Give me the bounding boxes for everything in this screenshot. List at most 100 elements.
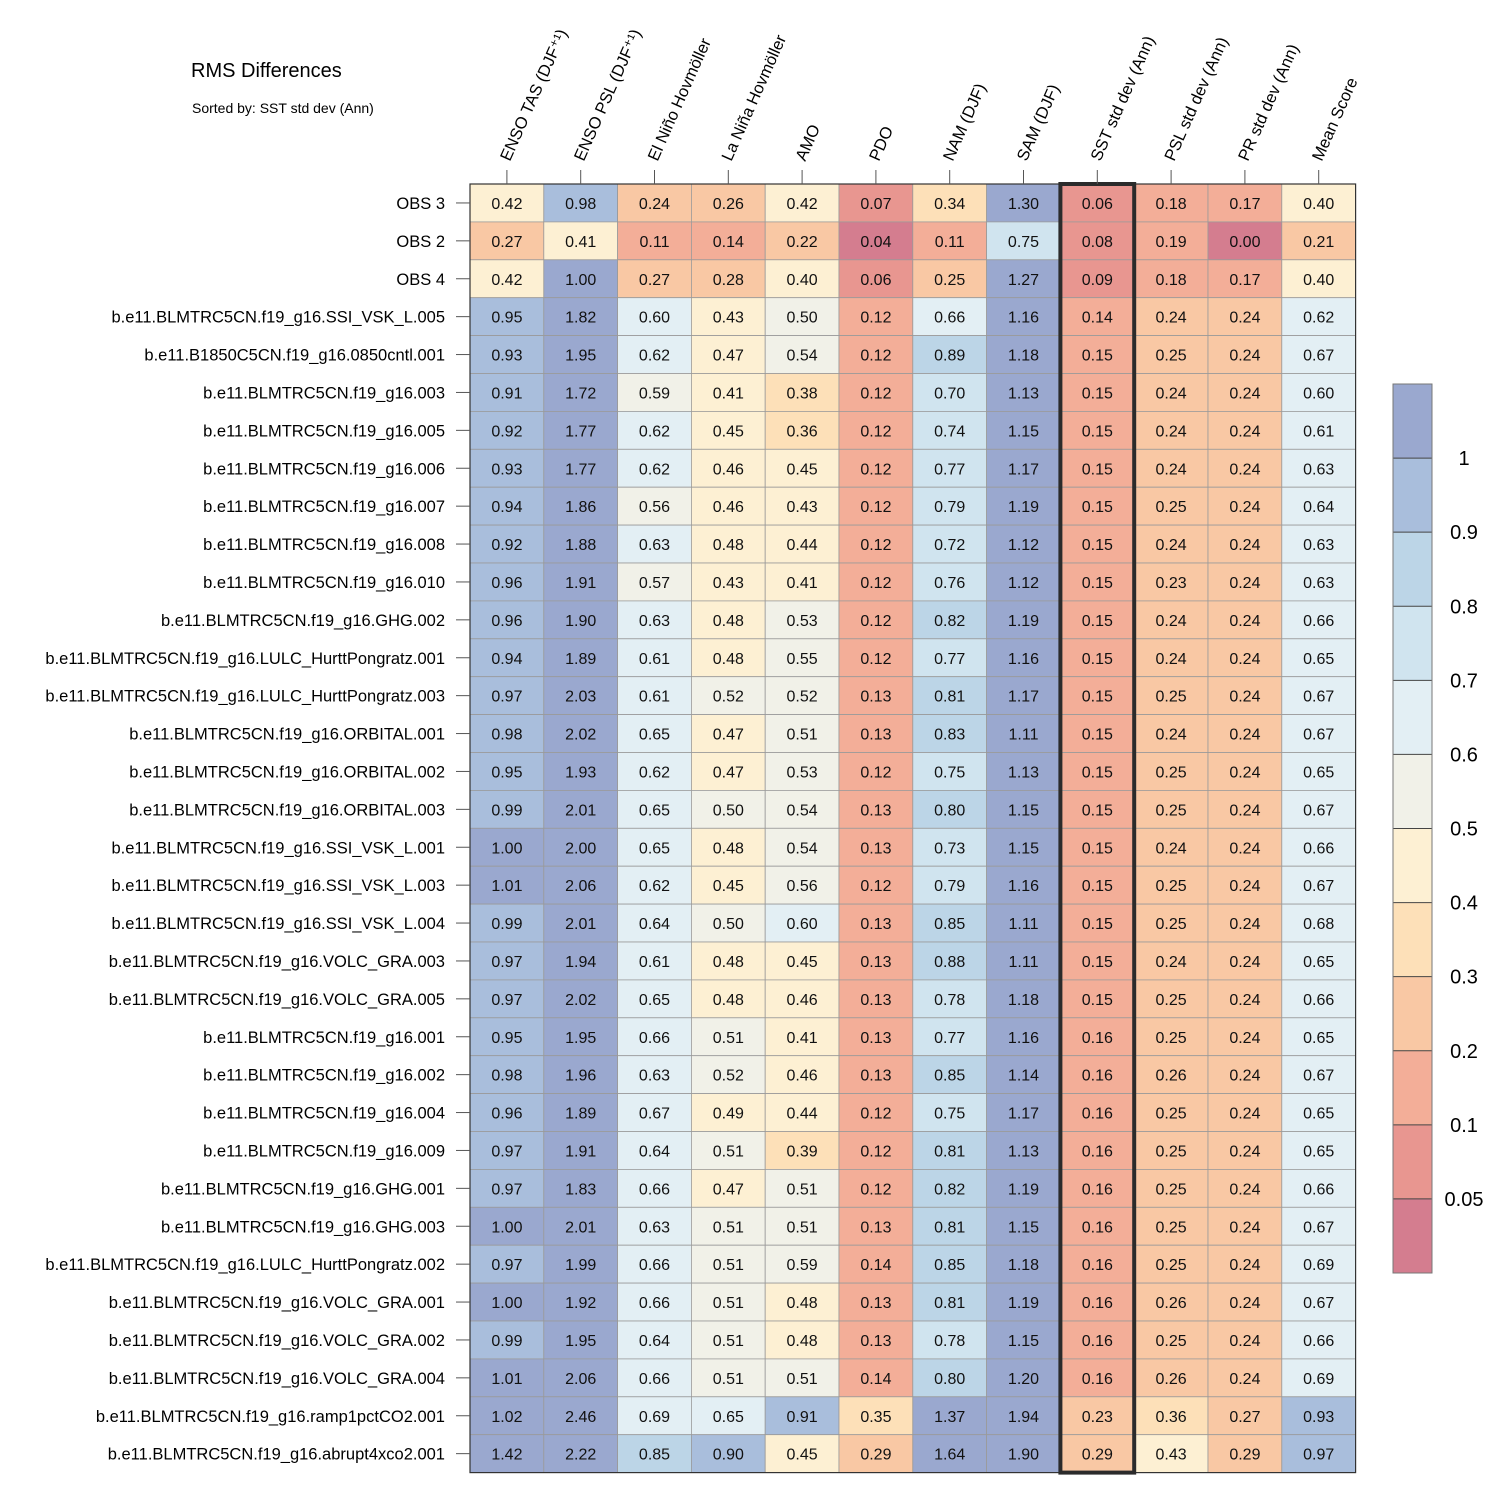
heatmap-cell [1207, 524, 1283, 564]
heatmap-cell [617, 297, 692, 337]
heatmap-cell [1207, 979, 1283, 1019]
heatmap-cell [912, 676, 987, 716]
heatmap-cell [1207, 410, 1283, 450]
colorbar-tick-label: 0.7 [1450, 670, 1478, 692]
heatmap-cell [469, 1282, 545, 1322]
heatmap-cell [1281, 1320, 1357, 1360]
cell-value-label: 1.20 [1008, 1371, 1039, 1388]
cell-value-label: 0.52 [787, 689, 818, 706]
heatmap-cell [543, 1093, 618, 1132]
heatmap-cell [543, 1017, 618, 1057]
heatmap-cell [1060, 1169, 1135, 1208]
cell-value-label: 1.00 [491, 1219, 522, 1236]
heatmap-cell [1281, 373, 1357, 412]
cell-value-label: 0.12 [860, 1181, 891, 1198]
cell-value-label: 0.66 [1303, 992, 1334, 1009]
cell-value-label: 0.24 [1156, 651, 1187, 668]
cell-value-label: 0.97 [491, 1181, 522, 1198]
cell-value-label: 0.81 [934, 1143, 965, 1160]
heatmap-cell [543, 714, 618, 753]
cell-value-label: 1.77 [565, 461, 596, 478]
cell-value-label: 0.24 [1156, 613, 1187, 630]
heatmap-cell [617, 941, 692, 981]
cell-value-label: 0.50 [713, 802, 744, 819]
cell-value-label: 0.97 [1303, 1447, 1334, 1464]
cell-value-label: 0.94 [491, 651, 522, 668]
cell-value-label: 0.15 [1082, 916, 1113, 933]
heatmap-cell [543, 1320, 618, 1360]
heatmap-cell [543, 865, 618, 905]
cell-value-label: 1.19 [1008, 1295, 1039, 1312]
heatmap-cell [838, 1017, 914, 1057]
cell-value-label: 1.16 [1008, 878, 1039, 895]
row-label: b.e11.BLMTRC5CN.f19_g16.abrupt4xco2.001 [108, 1446, 445, 1464]
cell-value-label: 0.93 [1303, 1409, 1334, 1426]
cell-value-label: 0.25 [1156, 802, 1187, 819]
heatmap-cell [617, 562, 692, 602]
colorbar-tick-label: 0.6 [1450, 744, 1478, 766]
cell-value-label: 0.15 [1082, 689, 1113, 706]
cell-value-label: 0.98 [491, 1068, 522, 1085]
cell-value-label: 0.92 [491, 423, 522, 440]
cell-value-label: 0.13 [860, 840, 891, 857]
heatmap-cell [543, 903, 618, 943]
cell-value-label: 2.01 [565, 802, 596, 819]
cell-value-label: 0.80 [934, 1371, 965, 1388]
row-label: b.e11.BLMTRC5CN.f19_g16.001 [203, 1029, 445, 1047]
heatmap-cell [764, 410, 840, 450]
cell-value-label: 0.63 [639, 537, 670, 554]
cell-value-label: 0.19 [1156, 234, 1187, 251]
cell-value-label: 0.16 [1082, 1030, 1113, 1047]
heatmap-cell [912, 410, 987, 450]
cell-value-label: 0.16 [1082, 1068, 1113, 1085]
cell-value-label: 1.93 [565, 764, 596, 781]
heatmap-cell [1207, 259, 1283, 299]
heatmap-cell [1207, 373, 1283, 412]
heatmap-cell [617, 752, 692, 791]
colorbar-tick-label: 0.9 [1450, 522, 1478, 544]
row-label: b.e11.BLMTRC5CN.f19_g16.VOLC_GRA.003 [109, 953, 445, 971]
heatmap-cell [838, 1358, 914, 1398]
heatmap-cell [838, 524, 914, 564]
heatmap-cell [617, 1434, 692, 1473]
cell-value-label: 0.12 [860, 764, 891, 781]
cell-value-label: 0.51 [713, 1219, 744, 1236]
colorbar-tick-label: 0.5 [1450, 819, 1478, 841]
cell-value-label: 0.28 [713, 272, 744, 289]
cell-value-label: 0.25 [1156, 878, 1187, 895]
cell-value-label: 0.63 [1303, 575, 1334, 592]
cell-value-label: 1.11 [1009, 954, 1039, 971]
heatmap-cell [469, 524, 545, 564]
cell-value-label: 0.81 [934, 1295, 965, 1312]
colorbar-bin [1393, 754, 1432, 829]
cell-value-label: 0.24 [1156, 537, 1187, 554]
cell-value-label: 0.46 [787, 1068, 818, 1085]
cell-value-label: 1.82 [565, 310, 596, 327]
heatmap-cell [1207, 1206, 1283, 1246]
heatmap-cell [617, 183, 692, 223]
heatmap-cell [986, 221, 1061, 261]
column-label-sam-djf: SAM (DJF) [1014, 82, 1064, 164]
cell-value-label: 0.24 [1229, 575, 1260, 592]
cell-value-label: 0.61 [1303, 423, 1334, 440]
row-label: b.e11.BLMTRC5CN.f19_g16.SSI_VSK_L.001 [111, 839, 445, 857]
heatmap-cell [1281, 979, 1357, 1019]
cell-value-label: 1.00 [491, 840, 522, 857]
heatmap-cell [543, 676, 618, 716]
heatmap-cell [1133, 448, 1209, 488]
cell-value-label: 0.13 [860, 802, 891, 819]
cell-value-label: 0.24 [1229, 423, 1260, 440]
heatmap-cell [986, 1169, 1061, 1208]
cell-value-label: 0.14 [713, 234, 744, 251]
cell-value-label: 0.65 [639, 727, 670, 744]
cell-value-label: 0.62 [1303, 310, 1334, 327]
heatmap-cell [838, 486, 914, 526]
cell-value-label: 0.69 [1303, 1257, 1334, 1274]
row-label: OBS 2 [396, 233, 445, 251]
cell-value-label: 1.91 [565, 575, 596, 592]
cell-value-label: 0.16 [1082, 1257, 1113, 1274]
heatmap-cell [1281, 183, 1357, 223]
heatmap-cell [1207, 1396, 1283, 1436]
heatmap-cell [469, 373, 545, 412]
heatmap-cell [912, 297, 987, 337]
